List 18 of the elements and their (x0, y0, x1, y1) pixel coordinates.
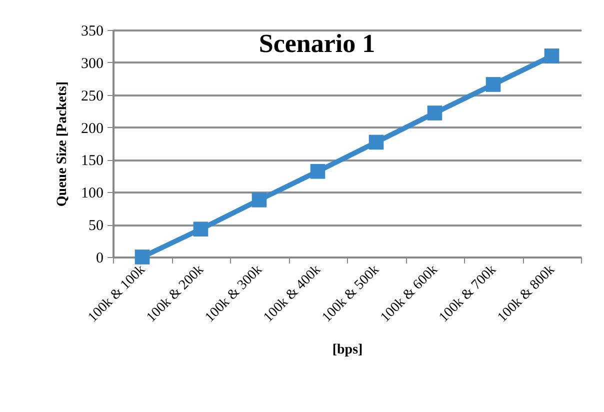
y-tick-label: 100 (81, 186, 104, 202)
y-tick-label: 50 (88, 218, 104, 234)
point (427, 106, 442, 120)
point (544, 48, 560, 64)
point (368, 134, 384, 150)
point (486, 77, 501, 92)
y-tick-label: 200 (81, 120, 104, 137)
point (310, 164, 326, 179)
point (134, 250, 150, 264)
y-tick-label: 150 (81, 153, 104, 170)
y-tick-label: 250 (81, 88, 104, 104)
x-axis-title: [bps] (332, 342, 363, 358)
y-tick-label: 350 (81, 24, 104, 40)
y-tick-label: 300 (81, 56, 104, 72)
point (252, 192, 267, 208)
y-axis-title: Queue Size [Packets] (55, 81, 70, 207)
chart-title: Scenario 1 (258, 29, 376, 58)
point (193, 222, 208, 237)
